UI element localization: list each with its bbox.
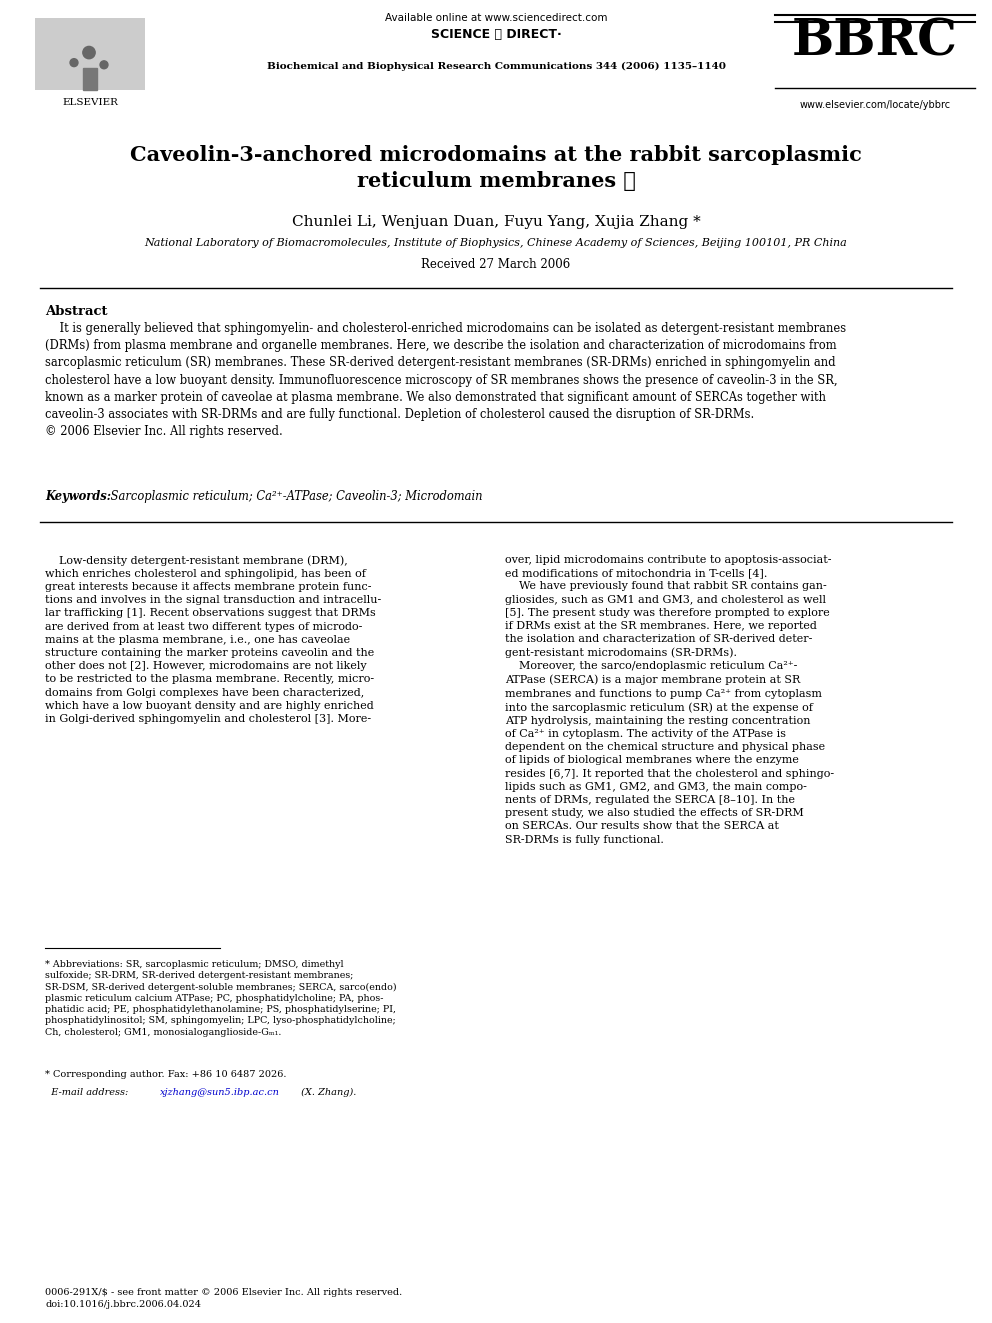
Text: 0006-291X/$ - see front matter © 2006 Elsevier Inc. All rights reserved.
doi:10.: 0006-291X/$ - see front matter © 2006 El… bbox=[45, 1289, 402, 1310]
Text: over, lipid microdomains contribute to apoptosis-associat-
ed modifications of m: over, lipid microdomains contribute to a… bbox=[505, 556, 834, 844]
Text: SCIENCE ⓓ DIRECT·: SCIENCE ⓓ DIRECT· bbox=[431, 28, 561, 41]
Circle shape bbox=[83, 46, 95, 58]
Circle shape bbox=[100, 61, 108, 69]
Text: National Laboratory of Biomacromolecules, Institute of Biophysics, Chinese Acade: National Laboratory of Biomacromolecules… bbox=[145, 238, 847, 247]
Text: xjzhang@sun5.ibp.ac.cn: xjzhang@sun5.ibp.ac.cn bbox=[160, 1088, 280, 1097]
Text: Received 27 March 2006: Received 27 March 2006 bbox=[422, 258, 570, 271]
Text: (X. Zhang).: (X. Zhang). bbox=[298, 1088, 356, 1097]
Text: Low-density detergent-resistant membrane (DRM),
which enriches cholesterol and s: Low-density detergent-resistant membrane… bbox=[45, 556, 381, 724]
Text: Keywords:: Keywords: bbox=[45, 490, 115, 503]
Text: * Corresponding author. Fax: +86 10 6487 2026.: * Corresponding author. Fax: +86 10 6487… bbox=[45, 1070, 287, 1080]
Text: BBRC: BBRC bbox=[792, 17, 958, 66]
Text: * Abbreviations: SR, sarcoplasmic reticulum; DMSO, dimethyl
sulfoxide; SR-DRM, S: * Abbreviations: SR, sarcoplasmic reticu… bbox=[45, 960, 397, 1037]
Text: ELSEVIER: ELSEVIER bbox=[62, 98, 118, 107]
Text: Available online at www.sciencedirect.com: Available online at www.sciencedirect.co… bbox=[385, 13, 607, 22]
Text: www.elsevier.com/locate/ybbrc: www.elsevier.com/locate/ybbrc bbox=[800, 101, 950, 110]
Text: E-mail address:: E-mail address: bbox=[45, 1088, 131, 1097]
Text: Sarcoplasmic reticulum; Ca²⁺-ATPase; Caveolin-3; Microdomain: Sarcoplasmic reticulum; Ca²⁺-ATPase; Cav… bbox=[107, 490, 482, 503]
Text: Chunlei Li, Wenjuan Duan, Fuyu Yang, Xujia Zhang *: Chunlei Li, Wenjuan Duan, Fuyu Yang, Xuj… bbox=[292, 216, 700, 229]
Bar bbox=[83, 69, 97, 90]
Text: It is generally believed that sphingomyelin- and cholesterol-enriched microdomai: It is generally believed that sphingomye… bbox=[45, 321, 846, 438]
Text: Abstract: Abstract bbox=[45, 306, 107, 318]
Circle shape bbox=[70, 58, 78, 66]
Bar bbox=[35, 19, 145, 90]
Text: Caveolin-3-anchored microdomains at the rabbit sarcoplasmic
reticulum membranes : Caveolin-3-anchored microdomains at the … bbox=[130, 146, 862, 191]
Text: Biochemical and Biophysical Research Communications 344 (2006) 1135–1140: Biochemical and Biophysical Research Com… bbox=[267, 62, 725, 71]
